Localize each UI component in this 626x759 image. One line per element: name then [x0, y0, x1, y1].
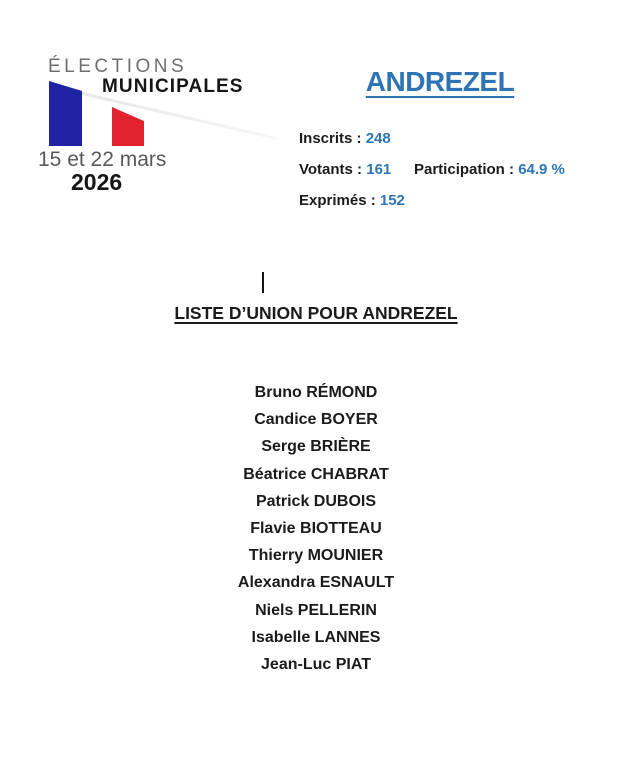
exprimes-row: Exprimés : 152 — [299, 185, 405, 216]
candidate-name: Niels PELLERIN — [255, 601, 377, 619]
list-title: LISTE D’UNION POUR ANDREZEL — [174, 303, 458, 323]
participation-group: Participation : 64.9 % — [414, 154, 565, 185]
candidate-name: Béatrice CHABRAT — [243, 465, 389, 483]
participation-label: Participation : — [414, 161, 515, 178]
exprimes-value: 152 — [379, 192, 405, 209]
candidate-name: Jean-Luc PIAT — [261, 656, 371, 674]
candidate-name: Alexandra ESNAULT — [237, 574, 395, 592]
text-caret — [262, 272, 264, 293]
candidate-name: Isabelle LANNES — [251, 628, 381, 646]
votants-value: 161 — [366, 161, 392, 178]
inscrits-value: 248 — [365, 130, 391, 147]
commune-header: ANDREZEL — [340, 66, 540, 98]
stats-block: Inscrits : 248 Votants : 161 Participati… — [299, 123, 565, 216]
candidate-name: Bruno RÉMOND — [254, 384, 378, 401]
french-flag-icon — [49, 81, 144, 146]
candidate-name: Patrick DUBOIS — [255, 492, 377, 510]
list-title-wrap: LISTE D’UNION POUR ANDREZEL — [3, 303, 626, 324]
inscrits-label: Inscrits : — [299, 130, 362, 147]
participation-value: 64.9 % — [518, 161, 565, 178]
logo-year-text: 2026 — [71, 169, 123, 195]
votants-row: Votants : 161 Participation : 64.9 % — [299, 154, 565, 185]
logo-municipales-text: MUNICIPALES — [102, 76, 244, 97]
candidates-list: Bruno RÉMOND Candice BOYER Serge BRIÈRE … — [3, 379, 626, 678]
candidate-name: Flavie BIOTTEAU — [250, 520, 382, 538]
candidate-name: Thierry MOUNIER — [248, 547, 384, 565]
votants-label: Votants : — [299, 161, 363, 178]
logo-elections-text: ÉLECTIONS — [48, 56, 188, 77]
inscrits-row: Inscrits : 248 — [299, 123, 405, 154]
candidate-name: Serge BRIÈRE — [261, 438, 371, 456]
exprimes-label: Exprimés : — [299, 192, 376, 209]
candidate-name: Candice BOYER — [254, 411, 378, 429]
commune-title: ANDREZEL — [365, 66, 515, 97]
logo-date-text: 15 et 22 mars — [38, 148, 167, 171]
